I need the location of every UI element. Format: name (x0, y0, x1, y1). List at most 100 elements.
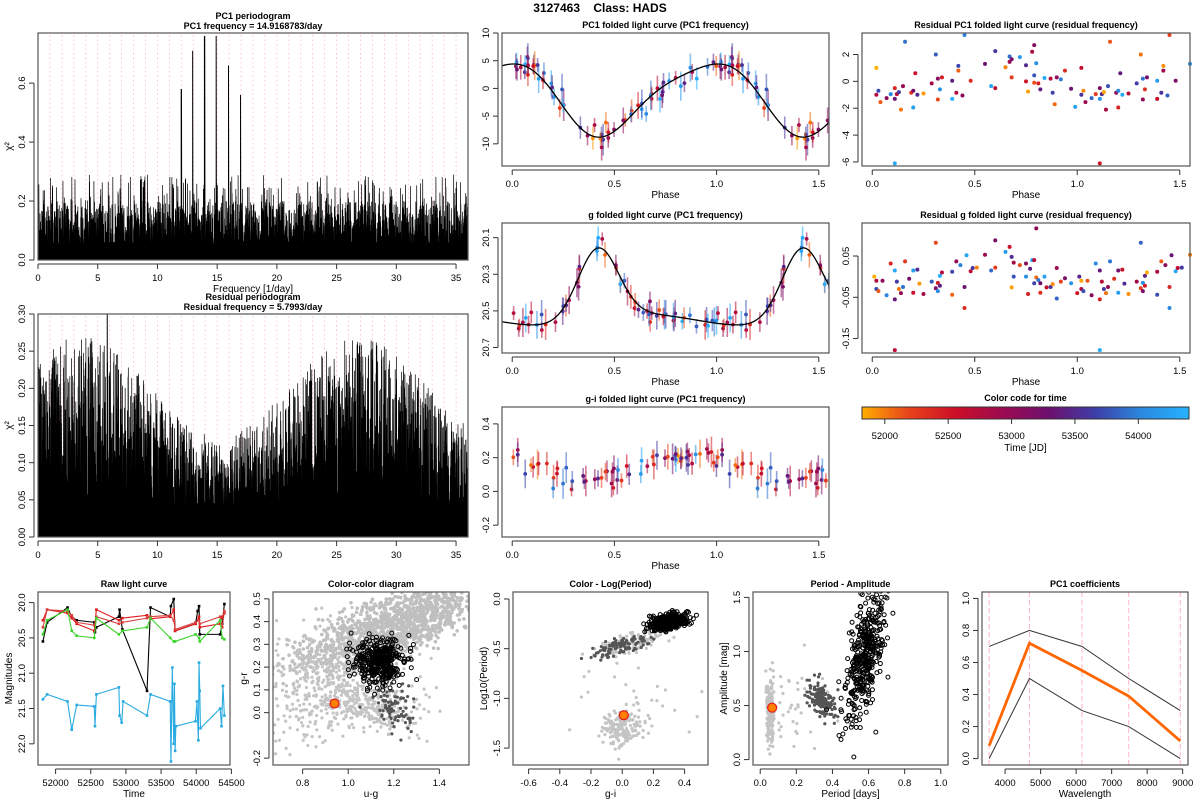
reference-point (394, 616, 399, 620)
reference-point (771, 744, 775, 749)
reference-point (337, 668, 341, 672)
data-point (609, 481, 614, 486)
residual-point (1007, 244, 1012, 249)
reference-point (324, 662, 329, 666)
reference-point (344, 715, 348, 719)
reference-point (439, 605, 443, 609)
reference-point (610, 643, 615, 647)
data-point (577, 264, 582, 269)
reference-point (341, 620, 345, 624)
reference-point (351, 652, 356, 656)
reference-point (348, 699, 352, 703)
residual-point (970, 265, 975, 270)
y-tick-label: -0.2 (252, 750, 263, 766)
reference-point (403, 720, 408, 725)
reference-point (628, 631, 633, 635)
residual-point (1173, 78, 1178, 83)
reference-point (360, 605, 365, 609)
x-tick-label: 20 (272, 550, 283, 561)
reference-point (419, 604, 424, 608)
reference-point (295, 692, 299, 697)
reference-point (636, 666, 641, 670)
reference-point (347, 640, 353, 646)
data-point (814, 481, 818, 486)
reference-point (468, 585, 472, 589)
reference-point (350, 613, 355, 617)
reference-point (297, 647, 302, 652)
plot-frame (501, 406, 830, 538)
reference-point (320, 687, 324, 691)
x-tick-label: 0 (35, 273, 40, 284)
reference-point (418, 716, 423, 720)
reference-point (599, 658, 603, 662)
y-axis-label: g-r (239, 672, 250, 685)
data-point (665, 454, 670, 459)
y-tick-label: -4 (841, 131, 852, 139)
data-point (693, 452, 698, 457)
reference-point (436, 585, 440, 589)
reference-point (337, 616, 342, 620)
reference-point (327, 668, 331, 672)
reference-point (579, 695, 583, 699)
series-g-point (92, 636, 96, 640)
reference-point (307, 655, 312, 659)
reference-point (766, 747, 770, 751)
reference-point (400, 689, 404, 693)
series-g-point (149, 616, 152, 620)
data-point (555, 466, 560, 471)
residual-point (950, 269, 955, 274)
reference-point (321, 700, 325, 704)
reference-point (410, 641, 416, 647)
reference-point (420, 592, 425, 597)
series-u-point (173, 749, 177, 753)
reference-point (339, 646, 343, 650)
reference-point (471, 629, 475, 633)
residual-point (1062, 276, 1067, 281)
x-tick-label: 35 (451, 273, 462, 284)
reference-point (480, 596, 484, 600)
residual-point (1048, 284, 1053, 289)
reference-point (382, 699, 386, 703)
reference-point (820, 676, 825, 681)
reference-point (350, 709, 354, 714)
reference-point (355, 606, 360, 610)
data-point (599, 475, 604, 480)
reference-point (377, 705, 381, 709)
reference-point (292, 686, 297, 690)
series-u-point (197, 738, 200, 742)
reference-point (633, 637, 637, 641)
data-point (592, 123, 597, 127)
data-point (688, 313, 692, 318)
reference-point (633, 724, 637, 728)
reference-point (764, 687, 768, 691)
reference-point (404, 699, 408, 703)
residual-point (1036, 81, 1041, 86)
reference-point (326, 698, 331, 702)
reference-point (351, 671, 357, 677)
data-point (523, 472, 528, 476)
x-axis-label: Frequency [1/day] (213, 284, 293, 295)
reference-point (637, 731, 641, 735)
reference-point (403, 649, 408, 653)
series-g-point (117, 633, 121, 636)
reference-point (342, 623, 346, 627)
reference-point (449, 622, 453, 626)
reference-point (408, 601, 413, 606)
reference-point (311, 679, 315, 683)
reference-point (815, 709, 819, 714)
reference-point (437, 622, 442, 626)
reference-point (419, 628, 424, 633)
reference-point (388, 697, 392, 701)
reference-point (413, 600, 418, 604)
reference-point (392, 608, 396, 613)
class-label: Class: HADS (593, 1, 667, 15)
reference-point (351, 678, 355, 682)
reference-point (448, 602, 452, 606)
residual-point (1112, 276, 1117, 281)
reference-point (800, 676, 804, 680)
reference-point (341, 687, 346, 692)
series-r-point (197, 615, 201, 619)
residual-point (1026, 291, 1031, 296)
reference-point (607, 647, 611, 651)
reference-point (330, 681, 334, 685)
